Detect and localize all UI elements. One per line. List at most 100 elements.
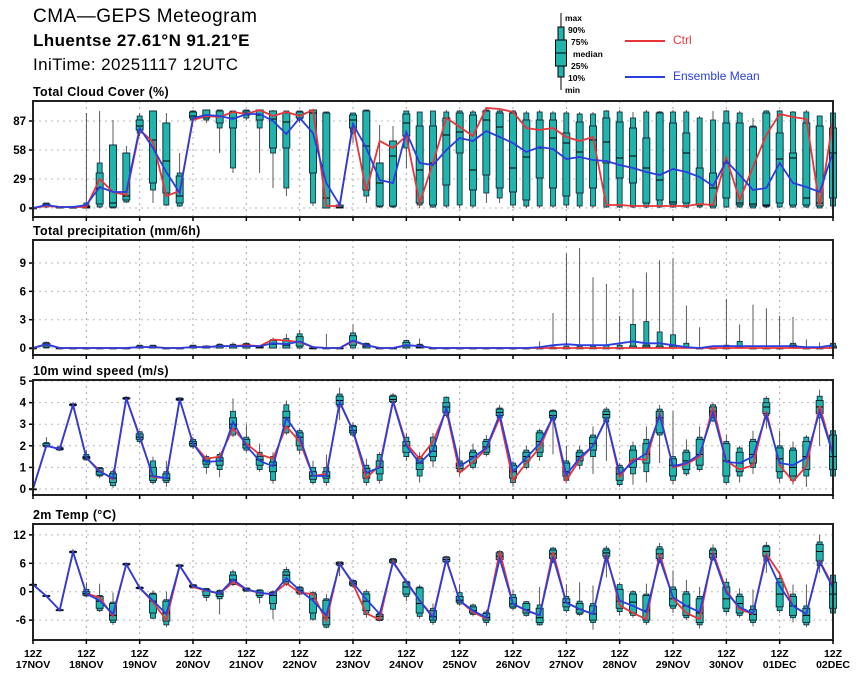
x-tick-hour-label: 12Z: [291, 648, 310, 660]
ctrl-legend-label: Ctrl: [673, 33, 692, 47]
panel-title-precip: Total precipitation (mm/6h): [33, 224, 201, 238]
x-tick-date-label: 02DEC: [816, 659, 850, 671]
ensemble-box: [522, 111, 531, 208]
box-p25-p75: [109, 144, 117, 208]
x-tick-hour-label: 12Z: [344, 648, 363, 660]
y-tick-label: 58: [13, 145, 26, 157]
ensemble-box: [695, 116, 704, 208]
y-tick-label: 2: [20, 441, 26, 453]
box-p25-p75: [522, 119, 531, 201]
ensemble-box: [255, 109, 264, 173]
ensemble-box: [789, 111, 797, 208]
box-p25-p75: [709, 172, 717, 207]
ensemble-box: [389, 126, 397, 208]
ensemble-box: [735, 445, 744, 483]
ensemble-box: [695, 327, 704, 350]
box-legend-icon: [555, 13, 567, 90]
panel-precip: 0 3 6 9: [20, 239, 837, 359]
ensemble-box: [402, 339, 411, 349]
ensemble-box: [762, 110, 771, 208]
box-p25-p75: [322, 112, 331, 209]
x-tick-date-label: 24NOV: [389, 659, 423, 671]
ensemble-box: [495, 110, 504, 203]
box-p25-p75: [602, 117, 611, 164]
ensemble-box: [322, 111, 331, 209]
panel-title-temp: 2m Temp (°C): [33, 508, 117, 522]
ensemble-box: [722, 298, 731, 350]
y-tick-label: 0: [20, 587, 26, 599]
box-p25-p75: [509, 112, 517, 193]
ensemble-box: [229, 110, 237, 173]
box-p25-p75: [269, 110, 277, 149]
x-tick-hour-label: 12Z: [77, 648, 96, 660]
legend-min: min: [565, 85, 581, 95]
box-p25-p75: [535, 119, 544, 179]
chart-title: CMA—GEPS Meteogram: [33, 6, 258, 27]
ensemble-box: [509, 110, 517, 208]
ensemble-box: [95, 111, 104, 208]
ensemble-box: [642, 110, 651, 208]
box-p10-p90: [630, 324, 636, 349]
ensemble-box: [162, 113, 171, 206]
mean-legend-line: [625, 76, 665, 78]
init-time: IniTime: 20251117 12UTC: [33, 55, 239, 74]
ensemble-box: [682, 305, 691, 349]
ensemble-box: [589, 277, 597, 350]
box-p25-p75: [815, 543, 824, 562]
box-p25-p75: [469, 114, 477, 191]
ctrl-line: [32, 107, 834, 209]
ensemble-box: [375, 125, 384, 208]
panel-frame: [32, 523, 834, 641]
ensemble-box: [295, 330, 304, 349]
x-tick-hour-label: 12Z: [131, 648, 150, 660]
x-tick-date-label: 27NOV: [549, 659, 583, 671]
ensemble-box: [309, 460, 317, 485]
box-p25-p75: [682, 132, 691, 204]
box-p25-p75: [202, 109, 211, 119]
box-p25-p75: [695, 167, 704, 206]
y-tick-label: 5: [20, 376, 27, 388]
ctrl-legend-line: [625, 40, 665, 42]
ensemble-box: [589, 585, 597, 630]
ensemble-box: [149, 110, 157, 203]
ensemble-mean-line: [32, 398, 834, 490]
x-tick-date-label: 20NOV: [176, 659, 210, 671]
box-p10-p90: [710, 119, 716, 209]
ensemble-box: [762, 308, 771, 350]
x-tick-hour-label: 12Z: [237, 648, 256, 660]
panel-cloud: 0 29 58 87: [13, 100, 837, 221]
ensemble-box: [682, 439, 691, 477]
ensemble-box: [269, 110, 277, 188]
ensemble-box: [575, 247, 584, 350]
ensemble-box: [722, 578, 731, 615]
ensemble-box: [775, 571, 784, 614]
y-tick-label: 0: [20, 343, 26, 355]
box-p25-p75: [735, 122, 744, 206]
x-tick-date-label: 21NOV: [229, 659, 263, 671]
x-tick-date-label: 22NOV: [282, 659, 316, 671]
ensemble-box: [109, 120, 117, 209]
y-tick-label: 9: [20, 258, 26, 270]
y-tick-label: 0: [20, 203, 26, 215]
y-tick-label: 6: [20, 558, 26, 570]
x-tick-hour-label: 12Z: [397, 648, 416, 660]
ensemble-box: [735, 324, 744, 349]
ensemble-box: [82, 113, 91, 209]
ensemble-mean-line: [32, 548, 834, 620]
ensemble-box: [735, 111, 744, 208]
x-tick-hour-label: 12Z: [717, 648, 736, 660]
x-tick-hour-label: 12Z: [611, 648, 630, 660]
ensemble-box: [122, 146, 131, 203]
box-p25-p75: [655, 112, 664, 201]
legend-p10: 10%: [568, 73, 586, 83]
ensemble-box: [282, 110, 291, 196]
ensemble-box: [602, 110, 611, 208]
box-p25-p75: [495, 112, 504, 189]
panel-frame: [32, 100, 834, 218]
legend-p25: 25%: [571, 61, 589, 71]
ensemble-box: [589, 426, 597, 474]
box-p25-p75: [589, 125, 597, 189]
ensemble-box: [802, 435, 811, 487]
y-tick-label: 3: [20, 315, 26, 327]
y-tick-label: 12: [13, 530, 26, 542]
